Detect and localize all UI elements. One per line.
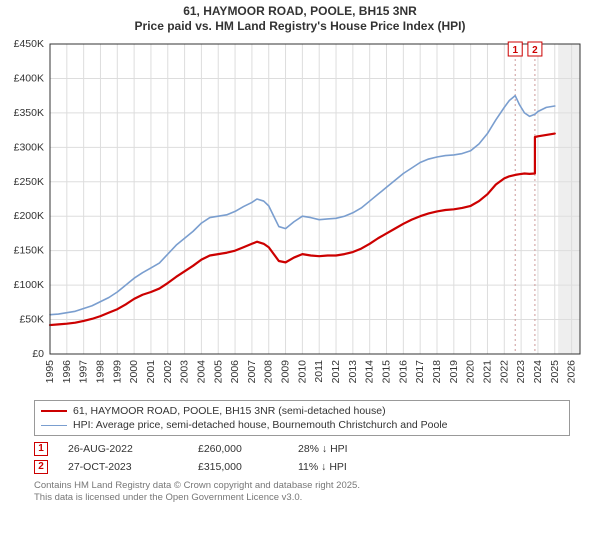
svg-text:1998: 1998 (94, 360, 106, 384)
svg-text:1: 1 (512, 45, 518, 56)
svg-text:£450K: £450K (14, 38, 44, 50)
sale-date: 27-OCT-2023 (68, 461, 178, 473)
chart-title: 61, HAYMOOR ROAD, POOLE, BH15 3NR Price … (0, 0, 600, 34)
svg-text:£150K: £150K (14, 245, 44, 257)
svg-text:2014: 2014 (364, 360, 376, 384)
legend-item-hpi: HPI: Average price, semi-detached house,… (41, 418, 563, 432)
svg-text:£200K: £200K (14, 210, 44, 222)
svg-text:2019: 2019 (448, 360, 460, 384)
svg-text:2012: 2012 (330, 360, 342, 384)
svg-text:2009: 2009 (280, 360, 292, 384)
svg-text:2003: 2003 (179, 360, 191, 384)
sale-row: 2 27-OCT-2023 £315,000 11% ↓ HPI (34, 458, 570, 476)
svg-text:£250K: £250K (14, 176, 44, 188)
title-line-1: 61, HAYMOOR ROAD, POOLE, BH15 3NR (0, 4, 600, 19)
svg-text:2: 2 (532, 45, 538, 56)
sale-marker-badge: 2 (34, 460, 48, 474)
svg-text:2007: 2007 (246, 360, 258, 384)
title-line-2: Price paid vs. HM Land Registry's House … (0, 19, 600, 34)
line-chart: £0 £50K £100K £150K £200K £250K £300K £350K £400… (0, 34, 600, 394)
svg-text:£300K: £300K (14, 141, 44, 153)
svg-text:2011: 2011 (313, 360, 325, 383)
footer-line-1: Contains HM Land Registry data © Crown c… (34, 480, 570, 492)
legend-item-property: 61, HAYMOOR ROAD, POOLE, BH15 3NR (semi-… (41, 404, 563, 418)
svg-text:2004: 2004 (195, 360, 207, 384)
svg-text:2025: 2025 (549, 360, 561, 384)
chart-container: £0 £50K £100K £150K £200K £250K £300K £350K £400… (0, 34, 600, 394)
footer-line-2: This data is licensed under the Open Gov… (34, 492, 570, 504)
svg-text:2022: 2022 (498, 360, 510, 384)
legend: 61, HAYMOOR ROAD, POOLE, BH15 3NR (semi-… (34, 400, 570, 436)
svg-text:2015: 2015 (381, 360, 393, 384)
legend-label: HPI: Average price, semi-detached house,… (73, 419, 448, 431)
sales-table: 1 26-AUG-2022 £260,000 28% ↓ HPI 2 27-OCT-202… (34, 440, 570, 476)
svg-text:2008: 2008 (263, 360, 275, 384)
svg-text:1995: 1995 (44, 360, 56, 384)
svg-text:2017: 2017 (414, 360, 426, 384)
footer-attribution: Contains HM Land Registry data © Crown c… (34, 480, 570, 504)
svg-text:1996: 1996 (61, 360, 73, 384)
svg-text:2002: 2002 (162, 360, 174, 384)
svg-text:2001: 2001 (145, 360, 157, 384)
sale-date: 26-AUG-2022 (68, 443, 178, 455)
sale-marker-badge: 1 (34, 442, 48, 456)
legend-swatch (41, 410, 67, 412)
sale-row: 1 26-AUG-2022 £260,000 28% ↓ HPI (34, 440, 570, 458)
svg-text:2018: 2018 (431, 360, 443, 384)
svg-text:£350K: £350K (14, 107, 44, 119)
svg-text:2024: 2024 (532, 360, 544, 384)
svg-text:£100K: £100K (14, 279, 44, 291)
svg-text:£0: £0 (32, 348, 44, 360)
svg-text:1999: 1999 (111, 360, 123, 384)
svg-text:2000: 2000 (128, 360, 140, 384)
legend-label: 61, HAYMOOR ROAD, POOLE, BH15 3NR (semi-… (73, 405, 386, 417)
sale-price: £315,000 (198, 461, 278, 473)
sale-diff: 28% ↓ HPI (298, 443, 418, 455)
svg-text:£400K: £400K (14, 72, 44, 84)
svg-text:2013: 2013 (347, 360, 359, 384)
legend-swatch (41, 425, 67, 426)
sale-price: £260,000 (198, 443, 278, 455)
svg-text:2020: 2020 (465, 360, 477, 384)
svg-text:£50K: £50K (19, 314, 44, 326)
svg-text:2021: 2021 (481, 360, 493, 384)
svg-text:1997: 1997 (78, 360, 90, 384)
svg-text:2016: 2016 (397, 360, 409, 384)
svg-text:2006: 2006 (229, 360, 241, 384)
svg-text:2005: 2005 (212, 360, 224, 384)
svg-text:2010: 2010 (296, 360, 308, 384)
svg-text:2026: 2026 (566, 360, 578, 384)
svg-text:2023: 2023 (515, 360, 527, 384)
sale-diff: 11% ↓ HPI (298, 461, 418, 473)
